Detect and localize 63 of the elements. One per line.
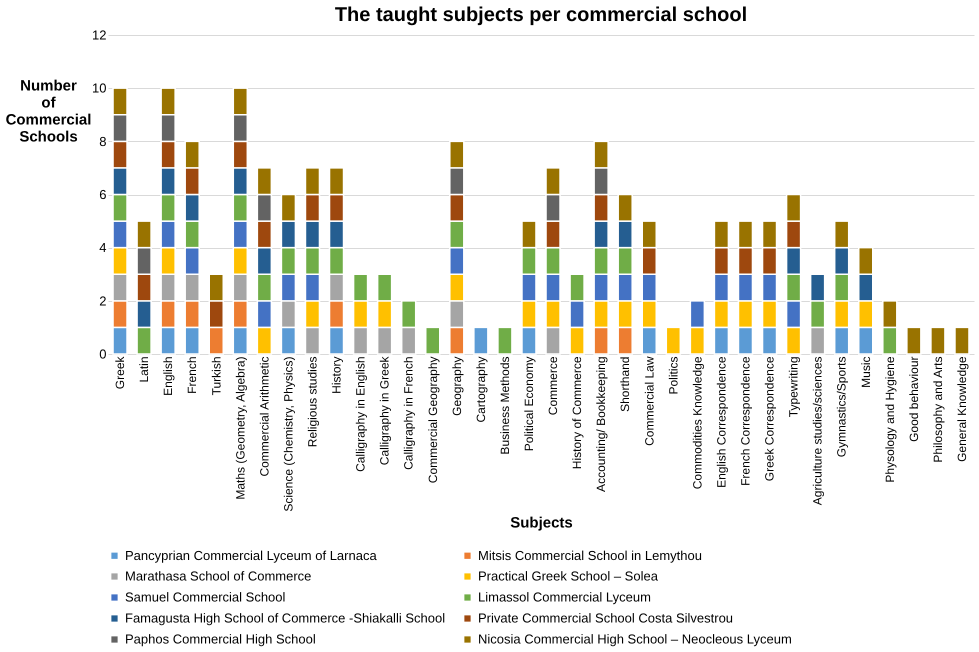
legend-label: Limassol Commercial Lyceum <box>478 590 651 604</box>
x-tick-label: Geography <box>450 356 464 416</box>
x-tick-label: Gymnastics/Sports <box>834 356 849 458</box>
x-tick-label: Greek Correspondence <box>762 356 777 482</box>
x-tick-label: Philosophy and Arts <box>930 356 945 463</box>
x-tick-label: General Knowledge <box>954 356 969 462</box>
y-axis-title: Number of Commercial Schools <box>6 78 92 146</box>
bar <box>473 326 489 355</box>
x-tick-label: Music <box>858 356 873 388</box>
bar <box>425 326 440 355</box>
x-axis-title: Subjects <box>510 514 573 532</box>
x-tick-label: Good behaviour <box>906 356 921 442</box>
x-tick-label: Typewriting <box>786 356 801 418</box>
x-tick-label: History <box>330 356 344 394</box>
legend-label: Practical Greek School – Solea <box>478 568 659 584</box>
x-tick-label: Calligraphy in Greek <box>378 356 392 466</box>
bar <box>954 326 970 355</box>
x-tick-label: French <box>185 356 200 394</box>
legend-label: Pancyprian Commercial Lyceum of Larnaca <box>125 548 378 563</box>
x-tick-label: Calligraphy in French <box>402 356 416 470</box>
x-tick-label: Shorthand <box>618 356 632 412</box>
x-tick-label: History of Commerce <box>570 356 584 470</box>
legend-label: Mitsis Commercial School in Lemythou <box>478 548 702 563</box>
y-tick-label: 6 <box>99 187 106 202</box>
x-tick-label: Agriculture studies/sciences <box>810 356 825 506</box>
bar <box>497 326 513 355</box>
chart-title: The taught subjects per commercial school <box>334 4 748 26</box>
x-tick-label: Commerce <box>546 356 560 416</box>
y-tick-label: 12 <box>92 28 106 42</box>
x-tick-label: Maths (Geometry, Algebra) <box>233 356 248 500</box>
x-tick-label: Physology and Hygiene <box>882 356 897 483</box>
x-tick-label: Business Methods <box>498 356 512 455</box>
y-tick-label: 0 <box>99 346 106 362</box>
legend-label: Paphos Commercial High School <box>125 632 316 646</box>
x-tick-label: Commercial Geography <box>426 356 440 484</box>
x-tick-label: Political Economy <box>522 356 536 452</box>
x-tick-label: Cartography <box>474 356 488 423</box>
legend-label: Private Commercial School Costa Silvestrou <box>478 610 734 626</box>
x-tick-label: Calligraphy in English <box>354 356 368 472</box>
bar <box>666 326 682 355</box>
x-tick-label: English <box>161 356 176 396</box>
y-tick-label: 2 <box>99 293 106 308</box>
x-tick-label: Latin <box>137 356 152 383</box>
x-tick-label: Turkish <box>209 356 224 396</box>
x-tick-label: Commercial Arithmetic <box>257 356 272 477</box>
x-tick-label: Commodities Knowledge <box>690 356 704 490</box>
y-tick-label: 8 <box>99 134 106 149</box>
bar <box>930 326 946 355</box>
y-tick-label: 4 <box>99 240 106 256</box>
legend-label: Samuel Commercial School <box>125 590 286 604</box>
x-tick-label: French Correspondence <box>738 356 752 486</box>
x-tick-label: English Correspondence <box>714 356 728 488</box>
x-tick-label: Commercial Law <box>642 356 656 446</box>
x-tick-label: Science (Chemistry, Physics) <box>281 356 296 512</box>
y-tick-label: 10 <box>92 80 106 96</box>
bar <box>906 326 922 355</box>
x-tick-label: Politics <box>666 356 680 395</box>
x-tick-label: Greek <box>113 356 128 390</box>
legend-label: Famagusta High School of Commerce -Shiakalli School <box>125 610 446 626</box>
x-tick-label: Accounting/ Bookkeeping <box>594 356 608 492</box>
legend-label: Marathasa School of Commerce <box>125 568 312 584</box>
x-tick-label: Religious studies <box>305 356 320 448</box>
legend-label: Nicosia Commercial High School – Neocleous Lyceum <box>478 632 792 646</box>
